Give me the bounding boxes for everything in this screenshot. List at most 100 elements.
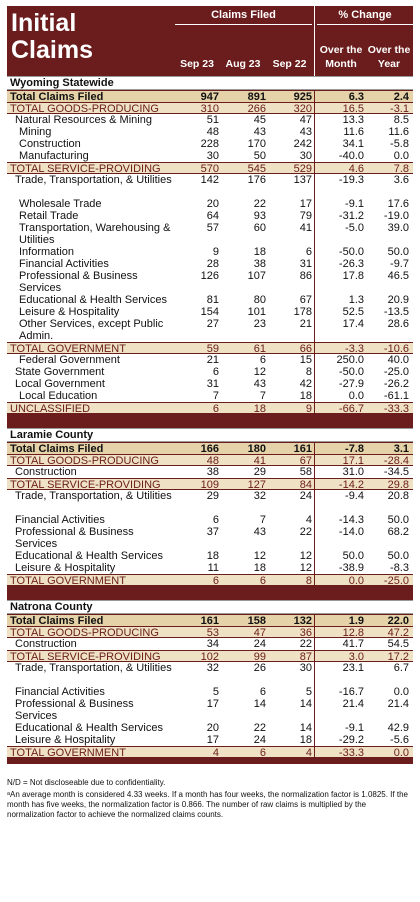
cell-sep22: 132 [293,615,312,627]
cell-over-year: 3.6 [393,174,409,186]
section-spacer [7,414,413,428]
column-divider [314,163,315,173]
cell-over-month: -50.0 [338,246,364,258]
table-row: State Government 6 12 8 -50.0 -25.0 [7,366,413,378]
cell-over-year: 42.9 [387,722,409,734]
column-divider [314,366,315,378]
cell-aug23: 41 [253,455,266,467]
table-header: Initial Claims Claims Filed % Change Sep… [7,6,413,76]
row-label: Total Claims Filed [10,615,104,627]
cell-aug23: 43 [253,126,266,138]
column-divider [314,734,315,746]
cell-over-year: 28.6 [387,318,409,330]
row-label: Professional & Business Services [19,270,138,294]
cell-aug23: 158 [247,615,266,627]
cell-over-month: 12.8 [342,627,364,639]
table-row: Mining 48 43 43 11.6 11.6 [7,126,413,138]
row-label: Total Claims Filed [10,443,104,455]
cell-over-month: -26.3 [338,258,364,270]
column-divider [314,246,315,258]
cell-over-month: 21.4 [342,698,364,710]
cell-over-year: 20.9 [387,294,409,306]
laramie-rows: Total Claims Filed 166 180 161 -7.8 3.1 TOTAL … [7,442,413,587]
cell-over-month: 250.0 [336,354,364,366]
cell-over-month: -9.1 [345,198,364,210]
claims-filed-header: Claims Filed [211,9,276,21]
cell-sep23: 102 [200,651,219,663]
cell-sep23: 37 [206,526,219,538]
cell-aug23: 80 [253,294,266,306]
cell-sep22: 925 [293,91,312,103]
cell-sep22: 42 [299,378,312,390]
cell-over-year: 20.8 [387,490,409,502]
cell-aug23: 18 [253,246,266,258]
table-row: Local Education 7 7 18 0.0 -61.1 [7,390,413,402]
row-label: Trade, Transportation, & Utilities [15,490,172,502]
column-divider [314,354,315,366]
col-header-month: Over the Month [319,44,363,70]
cell-aug23: 266 [247,103,266,115]
row-label: Financial Activities [15,686,105,698]
cell-over-month: 0.0 [348,575,364,587]
row-label: Local Education [19,390,98,402]
cell-over-month: 16.5 [342,103,364,115]
cell-sep22: 18 [299,734,312,746]
cell-sep23: 20 [206,198,219,210]
cell-over-month: -19.3 [338,174,364,186]
header-rule-pct [317,24,413,25]
total-row: Total Claims Filed 166 180 161 -7.8 3.1 [7,442,413,455]
cell-sep23: 59 [206,343,219,355]
row-label: Wholesale Trade [19,198,102,210]
cell-sep22: 24 [299,490,312,502]
cell-over-year: 11.6 [388,126,409,138]
cell-over-year: -3.1 [390,103,409,115]
column-divider [314,455,315,465]
row-label: Natural Resources & Mining [15,114,152,126]
row-label: Professional & Business Services [15,526,134,550]
cell-sep23: 17 [206,698,219,710]
cell-over-month: -14.3 [338,514,364,526]
row-label: Construction [15,638,77,650]
cell-sep22: 242 [293,138,312,150]
cell-aug23: 12 [253,550,266,562]
column-divider [314,378,315,390]
cell-over-year: 2.4 [393,91,409,103]
table-row: Leisure & Hospitality 17 24 18 -29.2 -5.6 [7,734,413,746]
cell-aug23: 61 [253,343,266,355]
cell-over-month: 4.6 [348,163,364,175]
group-total-row: TOTAL SERVICE-PROVIDING 109 127 84 -14.2 29.8 [7,478,413,491]
cell-sep23: 6 [212,366,219,378]
cell-sep22: 67 [299,455,312,467]
cell-aug23: 18 [253,403,266,415]
cell-sep22: 79 [299,210,312,222]
cell-over-month: -50.0 [338,366,364,378]
cell-sep23: 30 [206,150,219,162]
section-natrona: Natrona County [7,600,413,614]
header-divider [314,6,315,76]
cell-sep22: 43 [299,126,312,138]
cell-over-year: 0.0 [393,686,409,698]
cell-sep22: 31 [299,258,312,270]
cell-over-year: -26.2 [383,378,409,390]
column-divider [314,390,315,402]
row-label: Construction [19,138,81,150]
cell-over-year: -61.1 [383,390,409,402]
row-label: TOTAL SERVICE-PROVIDING [10,163,161,175]
cell-sep23: 5 [212,686,219,698]
cell-aug23: 6 [259,747,266,759]
group-total-row: TOTAL SERVICE-PROVIDING 102 99 87 3.0 17.2 [7,650,413,663]
cell-sep22: 8 [305,366,312,378]
cell-over-month: 17.4 [342,318,364,330]
cell-over-month: -7.8 [345,443,364,455]
cell-aug23: 60 [253,222,266,234]
row-label: TOTAL GOVERNMENT [10,575,126,587]
cell-sep23: 32 [206,662,219,674]
cell-sep22: 21 [299,318,312,330]
group-total-row: TOTAL GOODS-PRODUCING 53 47 36 12.8 47.2 [7,626,413,639]
row-label: Construction [15,466,77,478]
cell-aug23: 93 [253,210,266,222]
cell-over-year: 40.0 [387,354,409,366]
cell-sep22: 30 [299,150,312,162]
cell-over-month: -14.0 [338,526,364,538]
cell-over-year: -9.7 [390,258,409,270]
